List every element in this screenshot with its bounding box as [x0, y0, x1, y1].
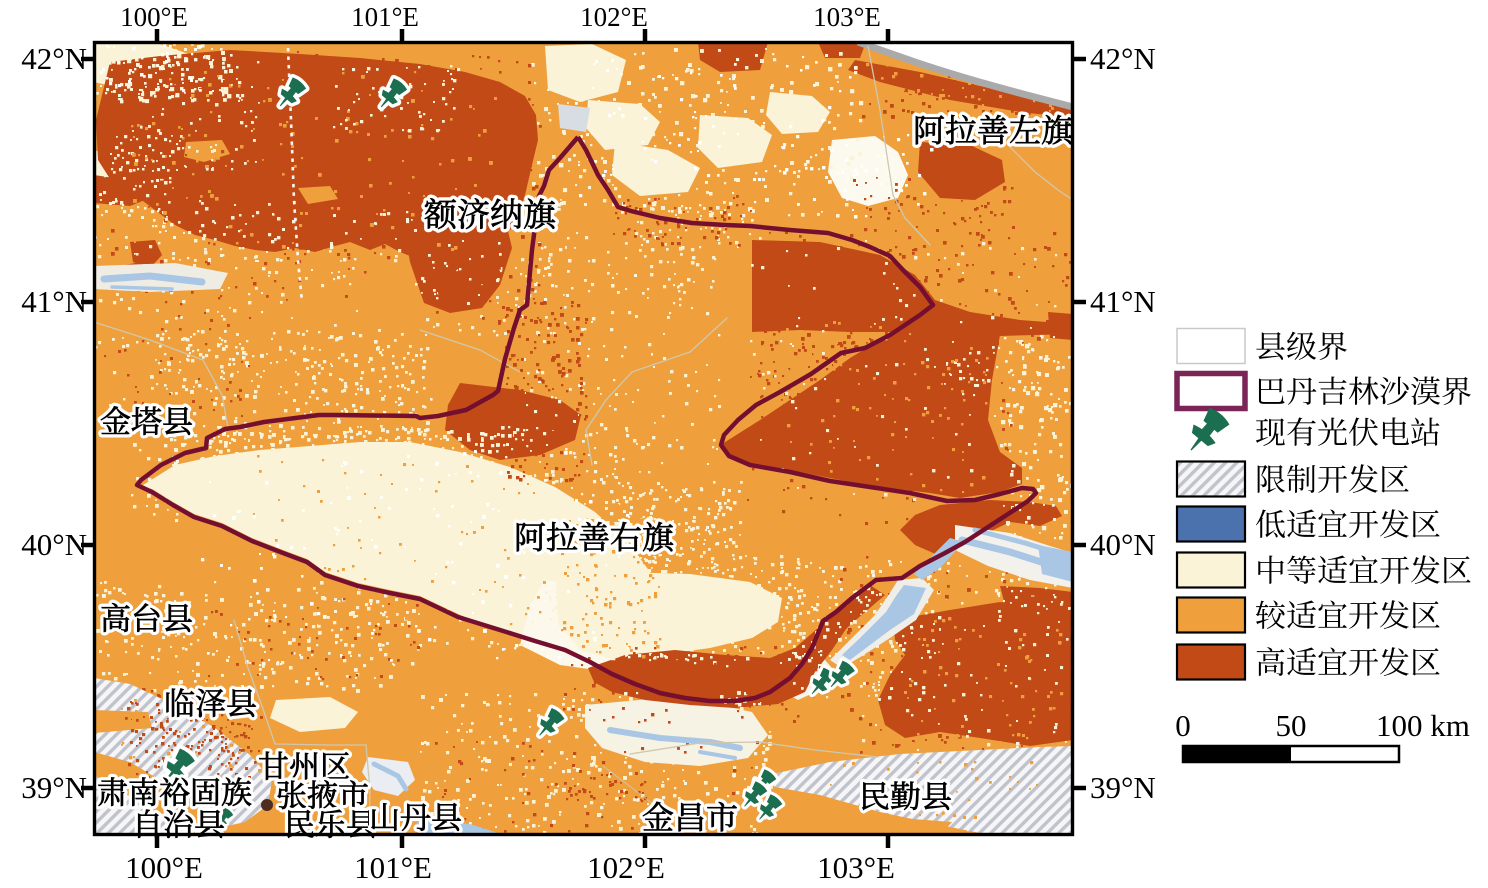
svg-text:40°N: 40°N [21, 527, 87, 562]
svg-text:42°N: 42°N [21, 41, 87, 76]
svg-text:40°N: 40°N [1090, 527, 1156, 562]
svg-text:101°E: 101°E [354, 850, 432, 885]
svg-text:41°N: 41°N [1090, 284, 1156, 319]
svg-text:100°E: 100°E [120, 2, 188, 32]
svg-text:50: 50 [1276, 708, 1307, 743]
svg-text:41°N: 41°N [21, 284, 87, 319]
svg-text:103°E: 103°E [813, 2, 881, 32]
svg-text:100 km: 100 km [1376, 708, 1470, 743]
svg-text:103°E: 103°E [817, 850, 895, 885]
svg-text:100°E: 100°E [125, 850, 203, 885]
svg-text:102°E: 102°E [587, 850, 665, 885]
svg-text:42°N: 42°N [1090, 41, 1156, 76]
svg-text:101°E: 101°E [351, 2, 419, 32]
svg-text:39°N: 39°N [1090, 770, 1156, 805]
svg-text:39°N: 39°N [21, 770, 87, 805]
svg-text:0: 0 [1175, 708, 1191, 743]
svg-text:102°E: 102°E [580, 2, 648, 32]
